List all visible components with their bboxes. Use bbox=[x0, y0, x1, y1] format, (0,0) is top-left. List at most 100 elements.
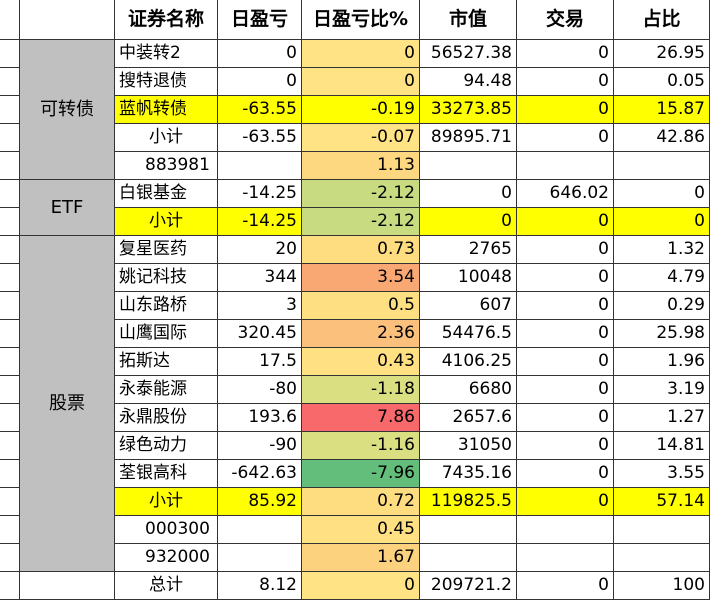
pct-cell: -0.07 bbox=[302, 124, 420, 152]
blank-cell bbox=[0, 516, 20, 544]
value-cell: -14.25 bbox=[218, 180, 302, 208]
column-header: 证券名称 bbox=[115, 0, 218, 40]
value-cell: 3.19 bbox=[614, 376, 710, 404]
column-header: 日盈亏 bbox=[218, 0, 302, 40]
blank-cell bbox=[0, 208, 20, 236]
value-cell: -63.55 bbox=[218, 96, 302, 124]
value-cell: 0 bbox=[218, 40, 302, 68]
value-cell: 56527.38 bbox=[420, 40, 517, 68]
value-cell: 10048 bbox=[420, 264, 517, 292]
row-label: 小计 bbox=[115, 208, 218, 236]
value-cell: 607 bbox=[420, 292, 517, 320]
pct-cell: 0.73 bbox=[302, 236, 420, 264]
pct-cell: 7.86 bbox=[302, 404, 420, 432]
row-label: 小计 bbox=[115, 488, 218, 516]
blank-cell bbox=[0, 348, 20, 376]
value-cell bbox=[218, 152, 302, 180]
value-cell: 2765 bbox=[420, 236, 517, 264]
value-cell: 0 bbox=[517, 488, 614, 516]
row-label: 永泰能源 bbox=[115, 376, 218, 404]
value-cell: 14.81 bbox=[614, 432, 710, 460]
pct-cell: -2.12 bbox=[302, 208, 420, 236]
blank-cell bbox=[0, 264, 20, 292]
blank-cell bbox=[0, 124, 20, 152]
row-label: 荃银高科 bbox=[115, 460, 218, 488]
value-cell: 25.98 bbox=[614, 320, 710, 348]
value-cell: 0 bbox=[517, 264, 614, 292]
blank-cell bbox=[0, 96, 20, 124]
value-cell: 0 bbox=[517, 320, 614, 348]
value-cell: 20 bbox=[218, 236, 302, 264]
value-cell: 0 bbox=[218, 68, 302, 96]
value-cell: 8.12 bbox=[218, 572, 302, 600]
value-cell: 193.6 bbox=[218, 404, 302, 432]
value-cell: 0 bbox=[517, 460, 614, 488]
value-cell: 42.86 bbox=[614, 124, 710, 152]
row-label: 932000 bbox=[115, 544, 218, 572]
row-label: 山鹰国际 bbox=[115, 320, 218, 348]
blank-cell bbox=[0, 152, 20, 180]
pct-cell: 0.5 bbox=[302, 292, 420, 320]
value-cell: -80 bbox=[218, 376, 302, 404]
value-cell: 0 bbox=[517, 292, 614, 320]
value-cell: 6680 bbox=[420, 376, 517, 404]
pct-cell: -1.18 bbox=[302, 376, 420, 404]
value-cell: -63.55 bbox=[218, 124, 302, 152]
value-cell: 344 bbox=[218, 264, 302, 292]
row-label: 山东路桥 bbox=[115, 292, 218, 320]
column-header: 交易 bbox=[517, 0, 614, 40]
value-cell bbox=[420, 516, 517, 544]
pct-cell: -1.16 bbox=[302, 432, 420, 460]
pct-cell: 0.43 bbox=[302, 348, 420, 376]
value-cell: 1.27 bbox=[614, 404, 710, 432]
value-cell: 31050 bbox=[420, 432, 517, 460]
pct-cell: -7.96 bbox=[302, 460, 420, 488]
value-cell: 94.48 bbox=[420, 68, 517, 96]
value-cell: 33273.85 bbox=[420, 96, 517, 124]
blank-cell bbox=[0, 460, 20, 488]
row-label: 蓝帆转债 bbox=[115, 96, 218, 124]
pct-cell: -2.12 bbox=[302, 180, 420, 208]
value-cell: 100 bbox=[614, 572, 710, 600]
group-label: ETF bbox=[20, 180, 115, 236]
value-cell: 0.29 bbox=[614, 292, 710, 320]
pct-cell: 0 bbox=[302, 68, 420, 96]
value-cell: 7435.16 bbox=[420, 460, 517, 488]
value-cell: 15.87 bbox=[614, 96, 710, 124]
value-cell: 1.32 bbox=[614, 236, 710, 264]
column-header: 市值 bbox=[420, 0, 517, 40]
value-cell bbox=[517, 152, 614, 180]
blank-cell bbox=[20, 572, 115, 600]
value-cell: 320.45 bbox=[218, 320, 302, 348]
value-cell: 0 bbox=[517, 96, 614, 124]
value-cell: 646.02 bbox=[517, 180, 614, 208]
value-cell: -90 bbox=[218, 432, 302, 460]
value-cell: 4.79 bbox=[614, 264, 710, 292]
blank-cell bbox=[0, 40, 20, 68]
pct-cell: 0.45 bbox=[302, 516, 420, 544]
row-label: 永鼎股份 bbox=[115, 404, 218, 432]
value-cell: 0 bbox=[614, 208, 710, 236]
value-cell: 0 bbox=[517, 348, 614, 376]
value-cell bbox=[517, 544, 614, 572]
blank-cell bbox=[0, 180, 20, 208]
value-cell: 0 bbox=[517, 124, 614, 152]
row-label: 姚记科技 bbox=[115, 264, 218, 292]
blank-cell bbox=[0, 432, 20, 460]
column-header: 日盈亏比% bbox=[302, 0, 420, 40]
blank-cell bbox=[20, 0, 115, 40]
value-cell: 0 bbox=[517, 432, 614, 460]
pct-cell: -0.19 bbox=[302, 96, 420, 124]
row-label: 总计 bbox=[115, 572, 218, 600]
group-label: 股票 bbox=[20, 236, 115, 572]
pct-cell: 1.67 bbox=[302, 544, 420, 572]
blank-cell bbox=[0, 292, 20, 320]
column-header: 占比 bbox=[614, 0, 710, 40]
value-cell: 89895.71 bbox=[420, 124, 517, 152]
row-label: 小计 bbox=[115, 124, 218, 152]
value-cell: 0 bbox=[517, 236, 614, 264]
row-label: 搜特退债 bbox=[115, 68, 218, 96]
value-cell bbox=[420, 544, 517, 572]
value-cell: 54476.5 bbox=[420, 320, 517, 348]
row-label: 绿色动力 bbox=[115, 432, 218, 460]
